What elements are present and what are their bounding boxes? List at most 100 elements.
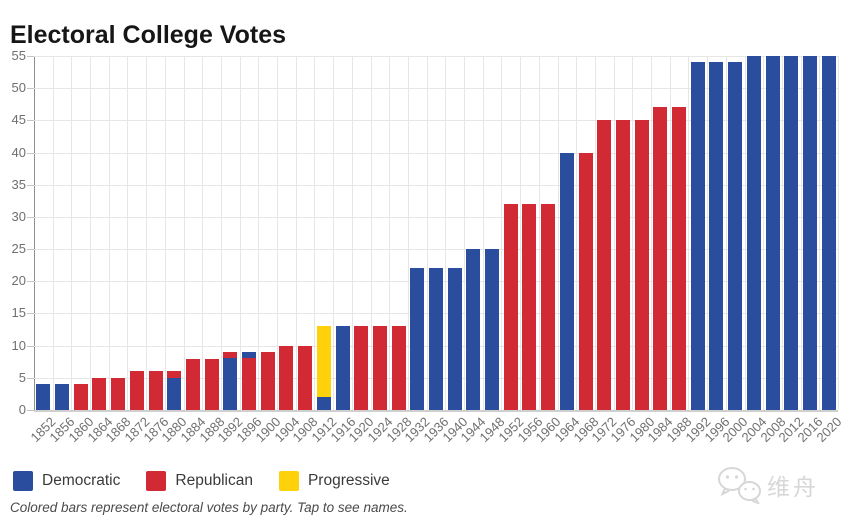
bar-segment-democratic [821,56,836,410]
bar-1928[interactable] [391,326,406,410]
v-gridline [183,56,185,410]
bar-1896[interactable] [242,352,257,410]
y-axis-tick [27,377,34,379]
bar-1888[interactable] [204,358,219,410]
bar-1960[interactable] [541,204,556,410]
wechat-icon [718,467,761,504]
y-axis-label: 55 [11,48,26,63]
bar-2000[interactable] [728,62,743,410]
bar-segment-republican [634,120,649,410]
legend-swatch-progressive [278,471,299,491]
bar-segment-democratic [709,62,724,410]
bar-1912[interactable] [316,326,331,410]
bar-1856[interactable] [55,384,70,410]
v-gridline [108,56,110,410]
bar-1864[interactable] [92,377,107,410]
bar-segment-republican [129,371,144,410]
bar-segment-republican [578,152,593,410]
h-gridline [34,184,838,186]
v-gridline [632,56,634,410]
bar-1976[interactable] [615,120,630,410]
bar-segment-democratic [223,358,238,410]
bar-1988[interactable] [672,107,687,410]
bar-1972[interactable] [597,120,612,410]
y-axis-label: 15 [11,305,26,321]
bar-segment-republican [242,358,257,410]
bar-segment-republican [185,358,200,410]
bar-2016[interactable] [802,56,817,410]
legend-item-democratic[interactable]: Democratic [13,471,120,491]
bar-1872[interactable] [129,371,144,410]
bar-1900[interactable] [260,352,275,410]
bar-1876[interactable] [148,371,163,410]
bar-1992[interactable] [690,62,705,410]
legend-label: Democratic [42,472,121,489]
y-axis-tick [27,313,34,315]
bar-2004[interactable] [746,56,761,410]
bar-1944[interactable] [466,249,481,410]
bar-segment-republican [672,107,687,410]
chart-caption: Colored bars represent electoral votes b… [10,500,408,515]
bar-segment-democratic [746,56,761,410]
bar-1892[interactable] [223,352,238,410]
bar-segment-democratic [802,56,817,410]
legend-label: Progressive [307,472,390,489]
bar-segment-democratic [485,249,500,410]
v-gridline [445,56,447,410]
v-gridline [669,56,671,410]
y-axis-label: 30 [11,208,26,224]
bar-1884[interactable] [185,358,200,410]
bar-segment-republican [111,377,126,410]
bar-1920[interactable] [354,326,369,410]
bar-1996[interactable] [709,62,724,410]
bar-segment-republican [73,384,88,410]
v-gridline [538,56,540,410]
bar-1964[interactable] [559,152,574,410]
bar-2012[interactable] [784,56,799,410]
bar-1940[interactable] [447,268,462,410]
bar-1984[interactable] [653,107,668,410]
bar-segment-republican [372,326,387,410]
bar-1868[interactable] [111,377,126,410]
y-axis-tick [27,152,34,154]
bar-segment-republican [167,371,182,378]
y-axis-label: 0 [18,402,26,417]
legend-item-progressive[interactable]: Progressive [278,471,390,491]
bar-1880[interactable] [167,371,182,410]
y-axis-label: 20 [11,273,26,289]
bar-1860[interactable] [73,384,88,410]
bar-segment-republican [653,107,668,410]
bar-1968[interactable] [578,152,593,410]
bar-1980[interactable] [634,120,649,410]
bar-segment-democratic [316,397,331,410]
y-axis-label: 5 [18,369,26,385]
y-axis-label: 35 [11,176,26,192]
bar-segment-democratic [728,62,743,410]
y-axis-line [34,56,35,410]
bar-1908[interactable] [298,345,313,410]
bar-segment-republican [92,377,107,410]
bar-segment-republican [354,326,369,410]
bar-1852[interactable] [36,384,51,410]
bar-1952[interactable] [503,204,518,410]
h-gridline [34,216,838,218]
y-axis-tick [27,345,34,347]
y-axis-tick [27,120,34,122]
bar-1904[interactable] [279,345,294,410]
bar-1956[interactable] [522,204,537,410]
legend-item-republican[interactable]: Republican [146,471,253,491]
bar-1932[interactable] [410,268,425,410]
v-gridline [90,56,92,410]
v-gridline [781,56,783,410]
v-gridline [258,56,260,410]
bar-1936[interactable] [429,268,443,410]
bar-1916[interactable] [335,326,350,410]
bar-2020[interactable] [821,56,836,410]
bar-1948[interactable] [485,249,500,410]
bar-1924[interactable] [372,326,387,410]
v-gridline [557,56,559,410]
bar-2008[interactable] [765,56,780,410]
bar-segment-republican [503,204,518,410]
bar-segment-democratic [466,249,481,410]
